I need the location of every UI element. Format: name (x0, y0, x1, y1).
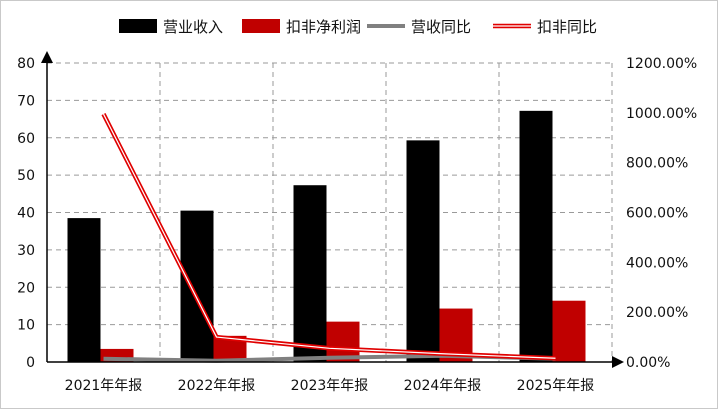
y-right-tick-label: 0.00% (626, 355, 670, 371)
bar-net-profit (552, 300, 586, 362)
y-left-tick-label: 70 (17, 93, 35, 109)
y-left-tick-label: 0 (26, 355, 35, 371)
legend-swatch (119, 19, 157, 33)
legend-label: 营业收入 (163, 18, 223, 36)
y-left-tick-label: 50 (17, 168, 35, 184)
legend-label: 扣非同比 (537, 18, 597, 36)
bar-revenue (519, 110, 553, 362)
bar-series-group (67, 110, 586, 362)
y-left-tick-label: 30 (17, 243, 35, 259)
y-left-tick-label: 40 (17, 206, 35, 222)
y-left-tick-label: 20 (17, 280, 35, 296)
bar-revenue (293, 185, 327, 362)
y-right-tick-label: 800.00% (626, 156, 688, 172)
y-right-tick-label: 1000.00% (626, 106, 697, 122)
bar-revenue (67, 218, 101, 362)
y-left-tick-label: 80 (17, 56, 35, 72)
line-series-group (101, 113, 556, 363)
y-right-tick-label: 400.00% (626, 255, 688, 271)
legend-swatch (242, 19, 280, 33)
axes (41, 51, 624, 368)
bar-net-profit (326, 321, 360, 362)
bar-revenue (180, 210, 214, 362)
y-right-tick-label: 200.00% (626, 305, 688, 321)
y-left-tick-label: 10 (17, 318, 35, 334)
legend-label: 营收同比 (411, 18, 471, 36)
y-left-tick-label: 60 (17, 131, 35, 147)
x-tick-label: 2022年年报 (178, 378, 256, 394)
x-tick-label: 2024年年报 (404, 378, 482, 394)
x-tick-label: 2023年年报 (291, 378, 369, 394)
legend-label: 扣非净利润 (286, 18, 361, 36)
legend: 营业收入 扣非净利润 营收同比 扣非同比 (119, 18, 597, 36)
x-tick-label: 2021年年报 (65, 378, 143, 394)
bar-revenue (406, 140, 440, 362)
y-right-tick-label: 600.00% (626, 206, 688, 222)
x-tick-label: 2025年年报 (517, 378, 595, 394)
line-deducted-profit-yoy-inner (102, 113, 556, 359)
tick-labels: 010203040506070800.00%200.00%400.00%600.… (17, 56, 697, 394)
y-right-tick-label: 1200.00% (626, 56, 697, 72)
gridlines (47, 62, 613, 362)
